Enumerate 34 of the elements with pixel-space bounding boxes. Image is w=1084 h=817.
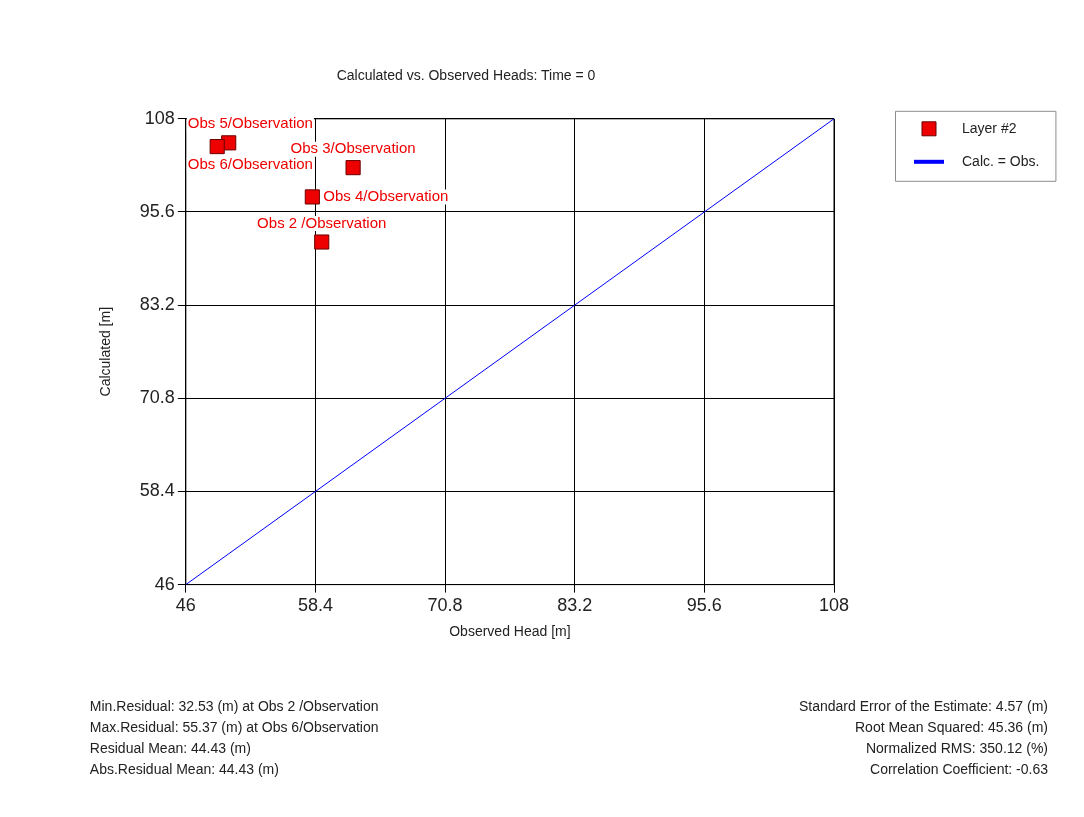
- x-tick-label: 58.4: [297, 595, 333, 616]
- x-tick-label: 46: [175, 595, 196, 616]
- x-tick-label: 83.2: [557, 595, 593, 616]
- y-tick-label: 95.6: [139, 200, 175, 221]
- text: Root Mean Squared: 45.36 (m): [855, 719, 1048, 736]
- y-tick-label: 108: [144, 107, 175, 128]
- y-tick-label: 46: [154, 573, 175, 594]
- annotation: Obs 5/Observation: [187, 114, 313, 132]
- annotation: Obs 3/Observation: [290, 139, 416, 157]
- text: Max.Residual: 55.37 (m) at Obs 6/Observation: [89, 719, 379, 736]
- text: Correlation Coefficient: -0.63: [870, 761, 1049, 778]
- legend-label: Layer #2: [962, 119, 1017, 136]
- legend-label: Calc. = Obs.: [962, 152, 1040, 169]
- text: Abs.Residual Mean: 44.43 (m): [89, 761, 279, 778]
- point: [209, 139, 225, 155]
- annotation: Obs 4/Observation: [323, 187, 449, 205]
- y-tick-label: 70.8: [139, 387, 175, 408]
- y-tick-label: 58.4: [139, 480, 175, 501]
- x-tick-label: 108: [818, 595, 850, 616]
- point: [304, 189, 320, 205]
- point: [345, 160, 361, 176]
- text: Min.Residual: 32.53 (m) at Obs 2 /Observation: [89, 698, 379, 715]
- annotation: Obs 2 /Observation: [257, 213, 387, 231]
- x-tick-label: 70.8: [427, 595, 463, 616]
- text: Standard Error of the Estimate: 4.57 (m): [799, 698, 1048, 715]
- text: Normalized RMS: 350.12 (%): [865, 740, 1048, 757]
- x-tick-label: 95.6: [686, 595, 722, 616]
- point: [314, 234, 330, 250]
- y-tick-label: 83.2: [139, 294, 175, 315]
- y-axis-title: Calculated [m]: [97, 306, 114, 397]
- chart-title: Calculated vs. Observed Heads: Time = 0: [336, 67, 596, 84]
- x-axis-title: Observed Head [m]: [449, 623, 571, 640]
- text: Residual Mean: 44.43 (m): [89, 740, 251, 757]
- annotation: Obs 6/Observation: [187, 155, 313, 173]
